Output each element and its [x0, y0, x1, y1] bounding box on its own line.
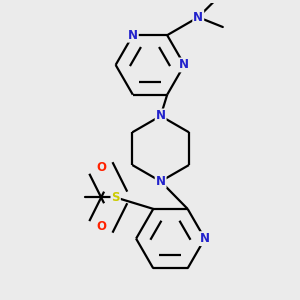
Text: N: N [156, 110, 166, 122]
Text: S: S [111, 191, 120, 204]
Text: N: N [128, 29, 138, 42]
Text: N: N [200, 232, 210, 245]
Text: O: O [96, 161, 106, 175]
Text: N: N [193, 11, 203, 24]
Text: N: N [179, 58, 189, 71]
Text: O: O [96, 220, 106, 233]
Text: N: N [156, 175, 166, 188]
